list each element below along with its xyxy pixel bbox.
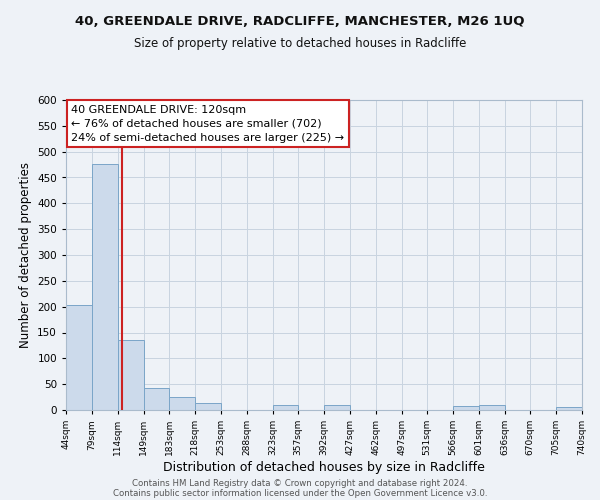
Bar: [479, 406, 505, 410]
Bar: [66, 304, 92, 410]
Bar: [324, 406, 350, 410]
Text: Size of property relative to detached houses in Radcliffe: Size of property relative to detached ho…: [134, 38, 466, 51]
Bar: [118, 340, 144, 410]
Y-axis label: Number of detached properties: Number of detached properties: [19, 162, 32, 348]
Bar: [169, 397, 195, 410]
Bar: [556, 408, 582, 410]
Bar: [453, 406, 479, 410]
Text: 40 GREENDALE DRIVE: 120sqm
← 76% of detached houses are smaller (702)
24% of sem: 40 GREENDALE DRIVE: 120sqm ← 76% of deta…: [71, 104, 344, 142]
Bar: [273, 405, 298, 410]
Text: Contains HM Land Registry data © Crown copyright and database right 2024.: Contains HM Land Registry data © Crown c…: [132, 478, 468, 488]
Bar: [144, 388, 169, 410]
Text: Contains public sector information licensed under the Open Government Licence v3: Contains public sector information licen…: [113, 488, 487, 498]
X-axis label: Distribution of detached houses by size in Radcliffe: Distribution of detached houses by size …: [163, 461, 485, 474]
Bar: [92, 164, 118, 410]
Text: 40, GREENDALE DRIVE, RADCLIFFE, MANCHESTER, M26 1UQ: 40, GREENDALE DRIVE, RADCLIFFE, MANCHEST…: [75, 15, 525, 28]
Bar: [195, 403, 221, 410]
